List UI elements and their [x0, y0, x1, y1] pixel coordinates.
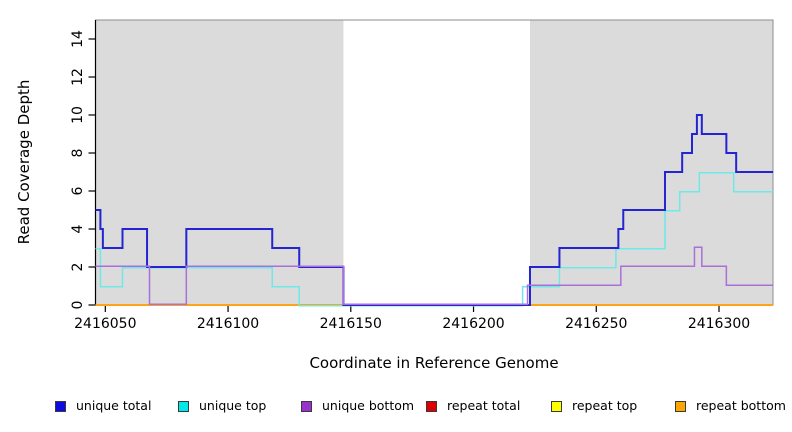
y-tick-label: 4: [70, 224, 86, 233]
y-axis-title: Read Coverage Depth: [15, 80, 33, 245]
series-line-unique-total: [95, 114, 773, 306]
legend-item-repeat-bottom: repeat bottom: [675, 399, 786, 413]
axes: 0 2 4 6 8 10 12 14 2416050 2416100 2416150 2416200 2…: [70, 20, 750, 332]
legend-label: unique top: [199, 398, 267, 413]
legend-label: repeat bottom: [696, 398, 786, 413]
legend-swatch: [301, 400, 312, 412]
x-tick-label: 2416050: [74, 316, 136, 332]
series-line-unique-top: [95, 172, 773, 307]
x-tick-label: 2416150: [320, 316, 382, 332]
legend-swatch: [426, 400, 437, 412]
legend-swatch: [551, 400, 562, 412]
x-tick-label: 2416250: [565, 316, 627, 332]
legend-label: repeat top: [572, 398, 638, 413]
y-tick-label: 12: [70, 68, 86, 86]
legend-swatch: [55, 400, 66, 412]
y-tick-label: 0: [70, 301, 86, 310]
legend-item-unique-top: unique top: [178, 399, 266, 413]
x-axis-title: Coordinate in Reference Genome: [309, 354, 558, 372]
legend-label: repeat total: [447, 398, 521, 413]
legend-swatch: [675, 400, 686, 412]
legend-item-unique-bottom: unique bottom: [301, 399, 414, 413]
y-tick-label: 2: [70, 263, 86, 272]
y-tick-label: 10: [70, 106, 86, 124]
legend-label: unique total: [76, 398, 152, 413]
series-line-unique-bottom: [95, 246, 773, 305]
x-tick-label: 2416100: [197, 316, 259, 332]
y-tick-label: 14: [70, 30, 86, 48]
legend-label: unique bottom: [322, 398, 415, 413]
shaded-region: [95, 20, 344, 305]
legend-item-repeat-top: repeat top: [551, 399, 637, 413]
y-tick-label: 6: [70, 186, 86, 195]
shaded-region: [529, 20, 773, 305]
data-series-lines: [95, 114, 773, 307]
x-tick-label: 2416300: [688, 316, 750, 332]
chart-legend: unique total unique top unique bottom repea…: [0, 399, 792, 415]
x-tick-label: 2416200: [442, 316, 504, 332]
legend-item-repeat-total: repeat total: [426, 399, 520, 413]
shaded-regions: [95, 20, 773, 305]
y-tick-label: 8: [70, 149, 86, 158]
legend-swatch: [178, 400, 189, 412]
legend-item-unique-total: unique total: [55, 399, 151, 413]
